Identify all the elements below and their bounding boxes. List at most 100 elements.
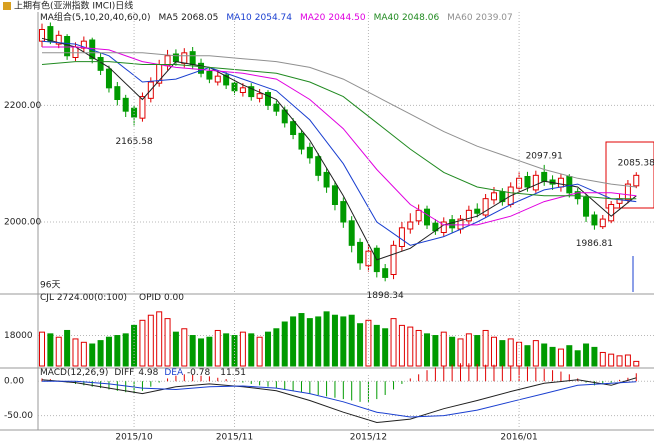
candle-body: [47, 26, 54, 42]
candle-body: [482, 198, 489, 216]
ma-line: [42, 46, 637, 226]
candle-body: [223, 74, 230, 86]
candle-body: [449, 219, 456, 229]
macd-header: MACD(12,26,9) DIFF 4.98 DEA -0.78 11.51: [40, 368, 246, 378]
volume-bar: [323, 311, 330, 367]
volume-bar: [616, 355, 623, 367]
candle-body: [172, 53, 179, 63]
volume-bar: [608, 353, 615, 367]
volume-bar: [89, 343, 96, 367]
candle-body: [633, 174, 640, 187]
chart-title: 上期有色(亚洲指数 IMCI)日线: [14, 0, 133, 12]
candle-body: [583, 197, 590, 217]
legend-value: -0.78: [187, 368, 211, 378]
candle-body: [315, 156, 322, 176]
volume-bar: [147, 314, 154, 367]
candle-body: [114, 86, 121, 100]
candle-body: [490, 192, 497, 201]
volume-bar: [624, 354, 631, 367]
ma-line: [41, 37, 637, 261]
macd-value: 11.51: [220, 368, 246, 378]
candle-body: [608, 204, 615, 222]
volume-bar: [231, 335, 238, 367]
legend-name: MA60: [447, 13, 473, 23]
volume-bar: [80, 341, 87, 367]
candle-body: [591, 214, 598, 226]
volume-bar: [223, 333, 230, 367]
x-tick-label: 2015/10: [115, 433, 153, 443]
volume-bar: [633, 360, 640, 367]
volume-bar: [549, 346, 556, 367]
candle-body: [532, 174, 539, 191]
volume-bar: [281, 321, 288, 367]
volume-bar: [407, 326, 414, 367]
volume-bar: [398, 324, 405, 367]
volume-bar: [290, 316, 297, 367]
volume-bar: [566, 345, 573, 367]
footnote: 96天: [40, 281, 60, 291]
candle-body: [624, 183, 631, 201]
ma-line: [41, 377, 637, 424]
ma-line: [41, 40, 637, 246]
volume-bar: [248, 333, 255, 367]
highlight-box: [605, 141, 654, 209]
indicator-header: CJL 2724.00(0:100) OPID 0.00: [40, 293, 184, 303]
price-label: 2097.91: [526, 151, 563, 161]
candle-body: [331, 185, 338, 205]
candle-body: [382, 268, 389, 278]
x-tick-label: 2015/11: [216, 433, 253, 443]
volume-bar: [541, 343, 548, 367]
candle-body: [415, 209, 422, 222]
candle-body: [357, 241, 364, 264]
volume-bar: [591, 346, 598, 367]
candle-body: [340, 201, 347, 223]
volume-bar: [482, 329, 489, 367]
candle-body: [390, 244, 397, 275]
legend-value: 2068.05: [181, 13, 218, 23]
candle-body: [348, 220, 355, 246]
volume-bar: [47, 333, 54, 367]
candle-body: [574, 191, 581, 200]
volume-bar: [557, 348, 564, 367]
volume-bar: [373, 324, 380, 367]
candle-body: [557, 177, 564, 188]
volume-bar: [348, 314, 355, 367]
volume-bar: [105, 336, 112, 367]
volume-bar: [39, 331, 45, 367]
volume-bar: [298, 313, 305, 367]
candle-body: [189, 51, 196, 66]
volume-bar: [72, 338, 79, 367]
legend-value: 2054.74: [255, 13, 292, 23]
volume-bar: [239, 331, 246, 367]
candle-body: [290, 121, 297, 135]
volume-bar: [440, 331, 447, 367]
volume-bar: [97, 340, 104, 367]
volume-bar: [357, 323, 364, 367]
volume-bar: [139, 319, 146, 367]
volume-bar: [114, 335, 121, 367]
volume-bar: [55, 336, 62, 367]
x-tick-label: 2016/01: [500, 433, 537, 443]
legend-name: DEA: [164, 368, 184, 378]
volume-bar: [574, 350, 581, 367]
legend-name: MA10: [226, 13, 252, 23]
volume-bar: [583, 343, 590, 367]
volume-bar: [189, 335, 196, 367]
indicator-text: CJL 2724.00(0:100): [40, 293, 127, 303]
legend-title: MA组合(5,10,20,40,60,0): [40, 11, 151, 23]
legend-value: 2044.50: [328, 13, 365, 23]
ma-line: [42, 380, 637, 418]
candle-body: [139, 96, 146, 119]
y-tick-label: -50.00: [4, 411, 33, 421]
volume-bar: [122, 333, 129, 367]
volume-bar: [340, 316, 347, 367]
candle-body: [524, 176, 531, 188]
candle-body: [55, 34, 62, 45]
legend-name: MA5: [159, 13, 179, 23]
volume-bar: [198, 338, 205, 367]
volume-bar: [306, 318, 313, 367]
volume-bar: [331, 314, 338, 367]
price-label: 1898.34: [367, 291, 404, 301]
y-tick-label: 2000.00: [4, 218, 41, 228]
y-tick-label: 0.00: [4, 377, 24, 387]
